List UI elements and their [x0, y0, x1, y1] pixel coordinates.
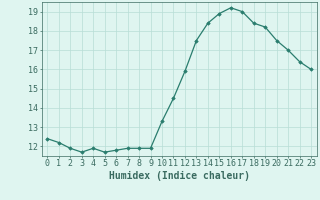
- X-axis label: Humidex (Indice chaleur): Humidex (Indice chaleur): [109, 171, 250, 181]
